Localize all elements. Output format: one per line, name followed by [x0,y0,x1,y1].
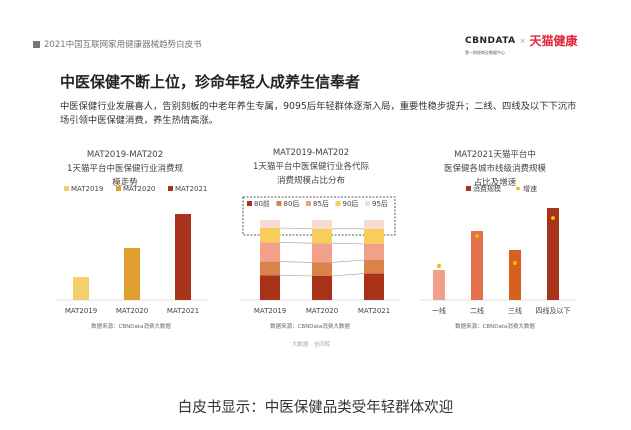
legend-swatch [365,201,370,206]
legend-swatch [168,186,173,191]
chart-title: 占比及增速 [474,177,517,188]
legend-label: MAT2020 [123,185,155,193]
growth-dot [437,264,441,268]
x-tick-label: MAT2021 [358,307,390,315]
x-tick-label: 四线及以下 [536,306,571,315]
chart-title: 1天猫平台中医保健行业各代际 [253,161,369,172]
legend-label: 90后 [343,199,359,208]
chart-source: 数据来源：CBNData消费大数据 [455,322,535,330]
caption: 白皮书显示：中医保健品类受年轻群体欢迎 [177,400,454,416]
legend-label: MAT2019 [71,185,103,193]
legend-label: 80前 [254,199,270,208]
bar [547,208,559,300]
logo-x: × [519,37,526,45]
logo: CBNDATA × 天猫健康 [465,35,578,48]
legend-label: 85后 [313,199,329,208]
bar-segment [260,261,280,276]
square-icon [33,40,40,48]
bar-segment [312,276,332,300]
logo-cbndata-sub: 第一财经商业数据中心 [465,50,505,55]
legend-swatch [116,186,121,191]
chart-source: 数据来源：CBNData消费大数据 [270,322,350,330]
legend-dot [516,186,520,191]
x-tick-label: 一线 [432,306,446,315]
logo-cbndata: CBNDATA [465,36,516,46]
chart-title: MAT2019-MAT202 [87,150,163,160]
growth-dot [551,216,555,220]
legend-swatch [64,186,69,191]
x-tick-label: MAT2020 [306,307,338,315]
bar-segment [260,228,280,243]
logo-tmall: 天猫健康 [529,34,578,48]
chart-title: MAT2019-MAT202 [273,148,349,158]
doc-title: 2021中国互联网家用健康器械趋势白皮书 [44,40,202,50]
bar [124,248,140,300]
bar-segment [364,273,384,300]
connector-line [331,259,365,263]
legend-swatch [276,201,282,206]
x-tick-label: MAT2021 [167,307,199,315]
slide-description: 中医保健行业发展喜人，告别刻板的中老年养生专属，9095后年轻群体逐渐入局，重要… [60,101,577,126]
legend-swatch [247,201,252,206]
x-tick-label: MAT2020 [116,307,148,315]
bar [509,250,521,300]
legend-label: 消费规模 [473,184,501,193]
bar-segment [312,228,332,244]
bar [471,231,483,300]
x-tick-label: MAT2019 [65,307,97,315]
chart-title: 1天猫平台中医保健行业消费规 [67,163,183,174]
connector-line [331,242,365,245]
connector-line [331,273,365,277]
bar-segment [260,220,280,228]
growth-dot [513,261,517,265]
bar [175,214,191,300]
bar-segment [260,242,280,262]
growth-dot [475,234,479,238]
bar-segment [312,243,332,263]
chart-title: 模走势 [112,177,138,188]
legend-label: 增速 [523,184,537,193]
connector-line [279,261,313,263]
x-tick-label: 二线 [470,306,484,315]
bar-segment [364,228,384,244]
bar-segment [364,244,384,260]
connector-line [279,274,313,277]
chart-title: MAT2021天猫平台中 [454,149,536,160]
connector-line [279,227,313,230]
connector-line [279,242,313,244]
chart-title: 医保健各城市线级消费规模 [444,163,547,174]
bar [73,277,89,300]
watermark: 大数据 · 全同辉 [292,340,331,348]
bar-segment [312,220,332,229]
legend-swatch [466,186,471,191]
legend-label: 95后 [372,199,388,208]
x-tick-label: MAT2019 [254,307,286,315]
legend-swatch [335,201,341,206]
chart-title: 消费规模占比分布 [277,175,345,186]
bar-segment [260,275,280,300]
bar [433,270,445,300]
bar-segment [364,220,384,229]
legend-label: 80后 [284,199,300,208]
chart-source: 数据来源：CBNData消费大数据 [91,322,171,330]
doc-header: 2021中国互联网家用健康器械趋势白皮书 [33,38,202,50]
legend-label: MAT2021 [175,185,207,193]
legend-swatch [306,201,311,206]
bar-segment [364,260,384,274]
x-tick-label: 三线 [508,306,522,315]
bar-segment [312,262,332,276]
slide-title: 中医保健不断上位，珍命年轻人成养生信奉者 [60,73,361,91]
